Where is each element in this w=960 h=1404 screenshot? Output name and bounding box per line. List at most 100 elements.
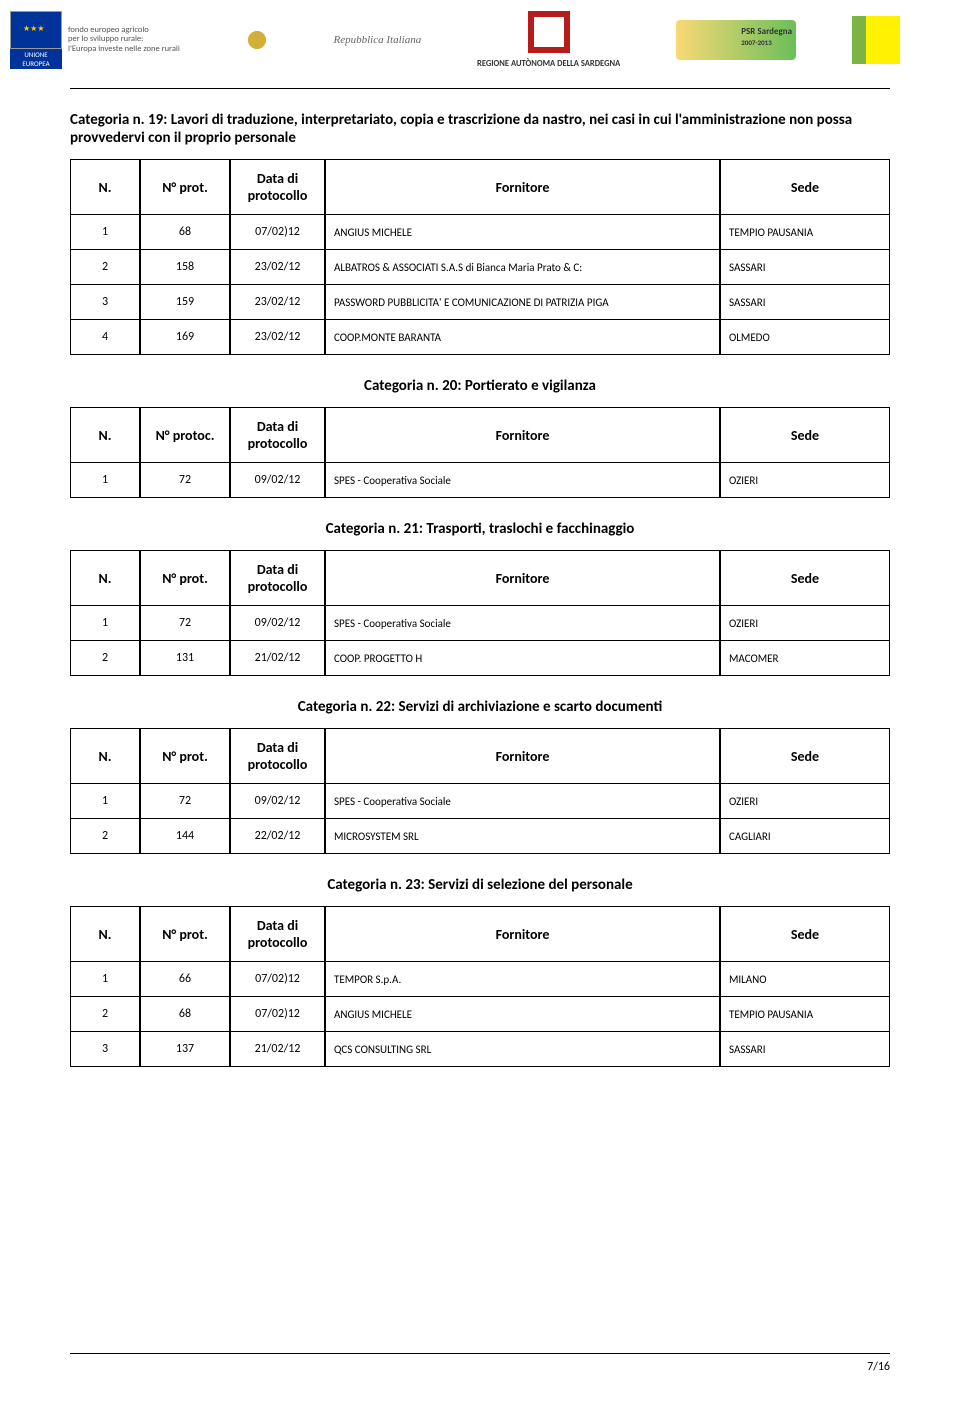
table-header-prot: N° protoc.	[140, 407, 230, 462]
cell-data: 21/02/12	[230, 1032, 325, 1067]
cell-data: 09/02/12	[230, 462, 325, 498]
cell-data: 07/02)12	[230, 997, 325, 1032]
table-row: 16607/02)12TEMPOR S.p.A.MILANO	[70, 961, 890, 997]
table-row: 17209/02/12SPES - Cooperativa SocialeOZI…	[70, 462, 890, 498]
category-title: Categoria n. 23: Servizi di selezione de…	[70, 876, 890, 894]
cell-forn: COOP. PROGETTO H	[325, 641, 720, 676]
table-row: 26807/02)12ANGIUS MICHELETEMPIO PAUSANIA	[70, 997, 890, 1032]
table-row: 416923/02/12COOP.MONTE BARANTAOLMEDO	[70, 320, 890, 355]
table-header-n: N.	[70, 906, 140, 961]
cell-prot: 158	[140, 250, 230, 285]
table-header-sede: Sede	[720, 550, 890, 605]
table-header-data: Data di protocollo	[230, 906, 325, 961]
cell-data: 09/02/12	[230, 605, 325, 641]
table-header-data: Data di protocollo	[230, 728, 325, 783]
category-title: Categoria n. 22: Servizi di archiviazion…	[70, 698, 890, 716]
page-number: 7/16	[70, 1360, 890, 1374]
table-row: 17209/02/12SPES - Cooperativa SocialeOZI…	[70, 783, 890, 819]
logo-eu-block: UNIONE EUROPEA fondo europeo agricolo pe…	[10, 11, 180, 69]
data-table: N.N° protoc.Data di protocolloFornitoreS…	[70, 407, 890, 498]
cell-n: 2	[70, 250, 140, 285]
table-header-data: Data di protocollo	[230, 407, 325, 462]
table-header-n: N.	[70, 407, 140, 462]
table-row: 17209/02/12SPES - Cooperativa SocialeOZI…	[70, 605, 890, 641]
cell-forn: TEMPOR S.p.A.	[325, 961, 720, 997]
cell-n: 1	[70, 605, 140, 641]
cell-prot: 68	[140, 214, 230, 250]
table-header-sede: Sede	[720, 728, 890, 783]
cell-data: 21/02/12	[230, 641, 325, 676]
table-header-prot: N° prot.	[140, 906, 230, 961]
cell-sede: MILANO	[720, 961, 890, 997]
cell-forn: COOP.MONTE BARANTA	[325, 320, 720, 355]
cell-n: 3	[70, 285, 140, 320]
page-content: Categoria n. 19: Lavori di traduzione, i…	[0, 111, 960, 1067]
category-title: Categoria n. 20: Portierato e vigilanza	[70, 377, 890, 395]
table-row: 313721/02/12QCS CONSULTING SRLSASSARI	[70, 1032, 890, 1067]
cell-n: 1	[70, 462, 140, 498]
eu-fund-text: fondo europeo agricolo per lo sviluppo r…	[68, 26, 180, 54]
table-row: 315923/02/12PASSWORD PUBBLICITA' E COMUN…	[70, 285, 890, 320]
cell-data: 23/02/12	[230, 285, 325, 320]
cell-n: 1	[70, 961, 140, 997]
cell-prot: 137	[140, 1032, 230, 1067]
cell-prot: 72	[140, 783, 230, 819]
cell-data: 09/02/12	[230, 783, 325, 819]
cell-sede: SASSARI	[720, 250, 890, 285]
cell-sede: SASSARI	[720, 285, 890, 320]
cell-n: 3	[70, 1032, 140, 1067]
cell-forn: ANGIUS MICHELE	[325, 214, 720, 250]
table-header-data: Data di protocollo	[230, 550, 325, 605]
table-row: 214422/02/12MICROSYSTEM SRLCAGLIARI	[70, 819, 890, 854]
header-logo-strip: UNIONE EUROPEA fondo europeo agricolo pe…	[0, 0, 960, 80]
sardegna-text: REGIONE AUTÒNOMA DELLA SARDEGNA	[477, 59, 620, 69]
data-table: N.N° prot.Data di protocolloFornitoreSed…	[70, 728, 890, 854]
table-header-forn: Fornitore	[325, 159, 720, 214]
cell-data: 23/02/12	[230, 320, 325, 355]
cell-sede: TEMPIO PAUSANIA	[720, 997, 890, 1032]
cell-prot: 144	[140, 819, 230, 854]
eu-label: UNIONE EUROPEA	[10, 49, 62, 69]
data-table: N.N° prot.Data di protocolloFornitoreSed…	[70, 550, 890, 676]
logo-italy-block	[236, 19, 278, 61]
italy-emblem-icon	[236, 19, 278, 61]
cell-sede: OLMEDO	[720, 320, 890, 355]
cell-n: 1	[70, 783, 140, 819]
cell-prot: 66	[140, 961, 230, 997]
cell-sede: MACOMER	[720, 641, 890, 676]
cell-data: 22/02/12	[230, 819, 325, 854]
cell-forn: MICROSYSTEM SRL	[325, 819, 720, 854]
table-header-n: N.	[70, 550, 140, 605]
cell-data: 07/02)12	[230, 214, 325, 250]
footer-rule	[70, 1353, 890, 1354]
table-header-prot: N° prot.	[140, 159, 230, 214]
cell-forn: ALBATROS & ASSOCIATI S.A.S di Bianca Mar…	[325, 250, 720, 285]
data-table: N.N° prot.Data di protocolloFornitoreSed…	[70, 159, 890, 355]
cell-data: 07/02)12	[230, 961, 325, 997]
table-header-forn: Fornitore	[325, 550, 720, 605]
table-header-data: Data di protocollo	[230, 159, 325, 214]
cell-data: 23/02/12	[230, 250, 325, 285]
cell-sede: OZIERI	[720, 605, 890, 641]
cell-prot: 169	[140, 320, 230, 355]
cell-forn: SPES - Cooperativa Sociale	[325, 783, 720, 819]
cell-sede: OZIERI	[720, 462, 890, 498]
table-header-forn: Fornitore	[325, 407, 720, 462]
logo-eu: UNIONE EUROPEA	[10, 11, 62, 69]
table-header-forn: Fornitore	[325, 906, 720, 961]
cell-sede: OZIERI	[720, 783, 890, 819]
psr-logo-icon: PSR Sardegna2007-2013	[676, 20, 796, 60]
cell-forn: PASSWORD PUBBLICITA' E COMUNICAZIONE DI …	[325, 285, 720, 320]
table-header-n: N.	[70, 728, 140, 783]
cell-forn: ANGIUS MICHELE	[325, 997, 720, 1032]
italy-text: Repubblica Italiana	[334, 34, 422, 46]
table-row: 16807/02)12ANGIUS MICHELETEMPIO PAUSANIA	[70, 214, 890, 250]
eu-flag-icon	[10, 11, 62, 49]
cell-n: 1	[70, 214, 140, 250]
table-header-sede: Sede	[720, 159, 890, 214]
cell-sede: SASSARI	[720, 1032, 890, 1067]
cell-sede: TEMPIO PAUSANIA	[720, 214, 890, 250]
data-table: N.N° prot.Data di protocolloFornitoreSed…	[70, 906, 890, 1067]
cell-n: 2	[70, 997, 140, 1032]
table-header-sede: Sede	[720, 906, 890, 961]
